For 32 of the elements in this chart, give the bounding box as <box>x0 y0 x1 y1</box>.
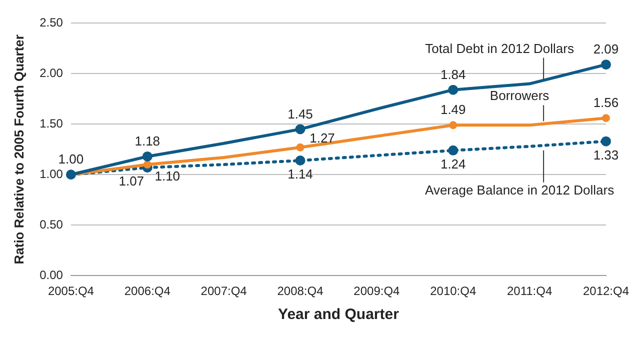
series-label: Total Debt in 2012 Dollars <box>425 40 574 56</box>
y-tick-label: 2.50 <box>40 16 64 30</box>
data-label: 1.18 <box>134 134 160 149</box>
data-label: 1.14 <box>288 166 313 182</box>
x-tick-label: 2010:Q4 <box>430 284 476 298</box>
data-label: 1.00 <box>58 152 84 167</box>
series-label: Borrowers <box>490 88 550 104</box>
text: Average Balance in 2012 Dollars <box>424 182 615 198</box>
x-tick-label: 2012:Q4 <box>582 284 630 298</box>
y-axis-title: Ratio Relative to 2005 Fourth Quarter <box>11 34 26 264</box>
x-tick-label: 2007:Q4 <box>200 284 248 298</box>
x-tick-label: 2008:Q4 <box>277 284 324 298</box>
x-tick-label: 2011:Q4 <box>506 284 552 298</box>
data-label: 1.45 <box>288 106 313 122</box>
y-tick-label: 0.00 <box>40 268 64 282</box>
data-label: 1.84 <box>440 66 466 82</box>
y-tick-label: 0.50 <box>40 217 64 232</box>
y-tick-label: 2.00 <box>40 66 64 80</box>
y-tick-label: 1.50 <box>40 116 64 130</box>
data-label: 1.24 <box>440 156 466 172</box>
data-label: 1.10 <box>154 168 180 184</box>
x-tick-label: 2009:Q4 <box>354 284 400 298</box>
data-label: 1.33 <box>593 147 619 162</box>
data-label: 1.07 <box>118 174 144 189</box>
x-tick-label: 2005:Q4 <box>48 284 94 298</box>
x-tick-label: 2006:Q4 <box>124 284 171 298</box>
data-label: 2.09 <box>593 42 619 57</box>
y-tick-label: 1.00 <box>40 166 64 181</box>
data-label: 1.27 <box>310 130 335 146</box>
data-label: 1.49 <box>440 102 466 118</box>
data-label: 1.56 <box>593 95 619 110</box>
x-axis-title: Year and Quarter <box>278 306 400 324</box>
